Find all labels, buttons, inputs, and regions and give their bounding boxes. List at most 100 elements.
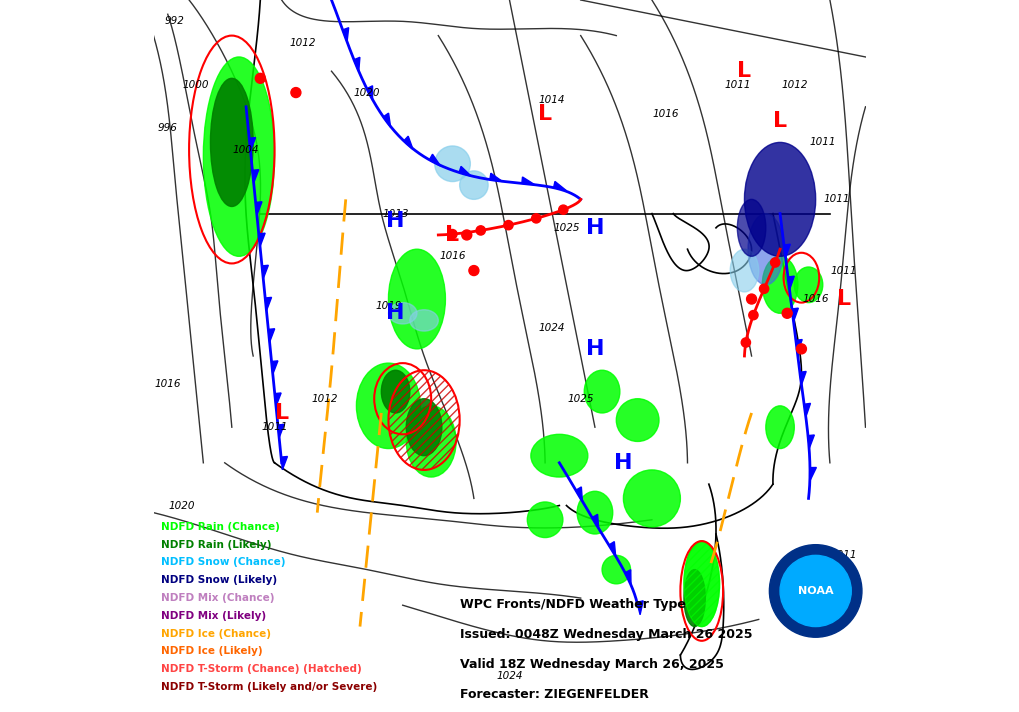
Text: NDFD Rain (Chance): NDFD Rain (Chance) bbox=[161, 522, 279, 532]
Text: 1011: 1011 bbox=[809, 137, 836, 147]
Ellipse shape bbox=[766, 406, 794, 449]
Circle shape bbox=[256, 73, 265, 83]
Text: NDFD T-Storm (Likely and/or Severe): NDFD T-Storm (Likely and/or Severe) bbox=[161, 682, 377, 692]
Text: 1020: 1020 bbox=[169, 501, 196, 511]
Ellipse shape bbox=[684, 570, 705, 627]
Polygon shape bbox=[810, 468, 816, 481]
Text: L: L bbox=[274, 403, 288, 423]
Text: NDFD Ice (Likely): NDFD Ice (Likely) bbox=[161, 646, 262, 656]
Text: H: H bbox=[586, 218, 604, 238]
Polygon shape bbox=[259, 233, 265, 246]
Polygon shape bbox=[268, 329, 275, 342]
Text: NDFD Snow (Likely): NDFD Snow (Likely) bbox=[161, 575, 277, 585]
Circle shape bbox=[532, 214, 541, 223]
Polygon shape bbox=[637, 601, 643, 614]
Text: 1016: 1016 bbox=[155, 379, 181, 389]
Text: 1012: 1012 bbox=[289, 38, 316, 48]
Circle shape bbox=[462, 230, 472, 240]
Text: H: H bbox=[386, 303, 405, 323]
Ellipse shape bbox=[381, 370, 410, 413]
Ellipse shape bbox=[410, 310, 438, 331]
Circle shape bbox=[290, 88, 301, 98]
Ellipse shape bbox=[731, 249, 759, 292]
Polygon shape bbox=[281, 456, 287, 470]
Text: WPC Fronts/NDFD Weather Type: WPC Fronts/NDFD Weather Type bbox=[460, 598, 686, 611]
Text: 1011: 1011 bbox=[830, 266, 857, 276]
Text: L: L bbox=[445, 225, 460, 245]
Polygon shape bbox=[808, 435, 814, 449]
Ellipse shape bbox=[531, 434, 588, 477]
Ellipse shape bbox=[388, 249, 445, 349]
Text: 1013: 1013 bbox=[382, 209, 409, 219]
Ellipse shape bbox=[684, 541, 719, 627]
Polygon shape bbox=[490, 173, 502, 182]
Polygon shape bbox=[278, 424, 284, 438]
Polygon shape bbox=[262, 266, 268, 278]
Ellipse shape bbox=[204, 57, 274, 256]
Text: 996: 996 bbox=[158, 123, 177, 133]
Text: Forecaster: ZIEGENFELDER: Forecaster: ZIEGENFELDER bbox=[460, 688, 648, 701]
Ellipse shape bbox=[211, 78, 253, 206]
Text: H: H bbox=[586, 339, 604, 359]
Text: NDFD T-Storm (Chance) (Hatched): NDFD T-Storm (Chance) (Hatched) bbox=[161, 664, 362, 674]
Polygon shape bbox=[792, 308, 798, 322]
Text: NDFD Rain (Likely): NDFD Rain (Likely) bbox=[161, 540, 271, 550]
Polygon shape bbox=[788, 276, 795, 290]
Text: 1016: 1016 bbox=[439, 251, 466, 261]
Polygon shape bbox=[625, 570, 631, 584]
Polygon shape bbox=[354, 57, 360, 72]
Circle shape bbox=[759, 284, 768, 293]
Polygon shape bbox=[784, 244, 791, 258]
Circle shape bbox=[749, 310, 758, 320]
Ellipse shape bbox=[577, 491, 612, 534]
Ellipse shape bbox=[624, 470, 681, 527]
Polygon shape bbox=[250, 137, 256, 151]
Polygon shape bbox=[592, 514, 599, 528]
Circle shape bbox=[783, 308, 792, 318]
Polygon shape bbox=[342, 28, 348, 42]
Polygon shape bbox=[265, 298, 271, 310]
Circle shape bbox=[770, 258, 780, 267]
Circle shape bbox=[558, 205, 568, 214]
Polygon shape bbox=[522, 177, 535, 184]
Polygon shape bbox=[804, 404, 810, 417]
Ellipse shape bbox=[435, 146, 471, 182]
Text: 1025: 1025 bbox=[553, 223, 580, 233]
Text: H: H bbox=[614, 453, 633, 473]
Text: 1020: 1020 bbox=[354, 88, 380, 98]
Ellipse shape bbox=[602, 555, 631, 584]
Polygon shape bbox=[404, 136, 413, 150]
Polygon shape bbox=[796, 340, 802, 353]
Text: 1019: 1019 bbox=[375, 301, 401, 311]
Ellipse shape bbox=[527, 502, 562, 538]
Circle shape bbox=[769, 545, 862, 637]
Text: 1000: 1000 bbox=[183, 80, 210, 90]
Text: H: H bbox=[386, 211, 405, 231]
Text: 1014: 1014 bbox=[539, 95, 566, 105]
Text: 1011: 1011 bbox=[725, 80, 751, 90]
Text: NDFD Snow (Chance): NDFD Snow (Chance) bbox=[161, 557, 285, 567]
Text: 1011: 1011 bbox=[261, 422, 287, 432]
Text: 1011: 1011 bbox=[823, 194, 850, 204]
Text: L: L bbox=[538, 104, 552, 124]
Ellipse shape bbox=[407, 406, 457, 477]
Polygon shape bbox=[271, 361, 278, 375]
Text: L: L bbox=[738, 61, 752, 81]
Text: NOAA: NOAA bbox=[798, 586, 834, 596]
Polygon shape bbox=[553, 182, 567, 190]
Polygon shape bbox=[383, 113, 390, 127]
Text: 1016: 1016 bbox=[653, 109, 680, 119]
Text: Issued: 0048Z Wednesday March 26 2025: Issued: 0048Z Wednesday March 26 2025 bbox=[460, 628, 752, 641]
Polygon shape bbox=[367, 85, 373, 100]
Polygon shape bbox=[253, 169, 259, 183]
Polygon shape bbox=[256, 201, 262, 215]
Ellipse shape bbox=[794, 267, 822, 303]
Polygon shape bbox=[429, 155, 440, 166]
Text: 1024: 1024 bbox=[539, 323, 566, 333]
Text: NDFD Mix (Chance): NDFD Mix (Chance) bbox=[161, 593, 274, 603]
Ellipse shape bbox=[460, 171, 488, 199]
Text: 1004: 1004 bbox=[232, 145, 259, 155]
Ellipse shape bbox=[738, 199, 766, 256]
Ellipse shape bbox=[357, 363, 421, 449]
Circle shape bbox=[447, 229, 458, 239]
